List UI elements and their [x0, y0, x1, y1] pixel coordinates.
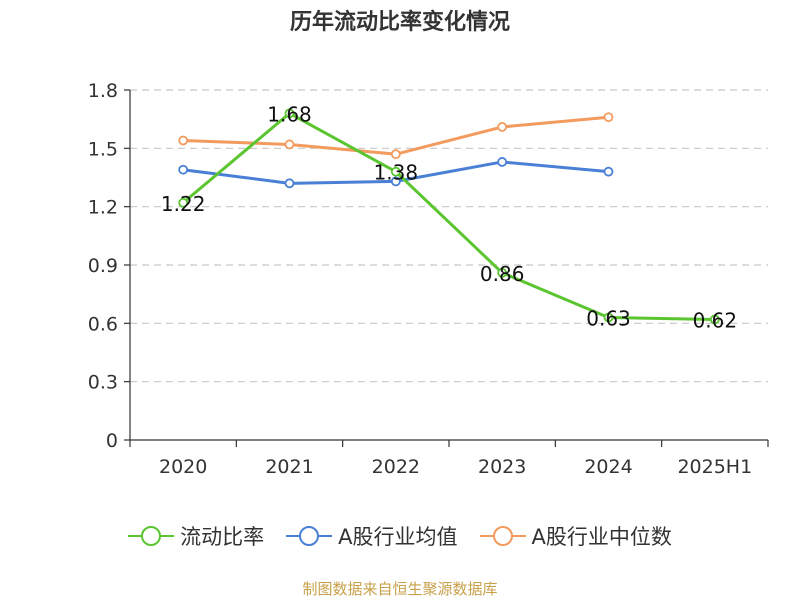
legend-item-1[interactable]: A股行业均值 — [286, 521, 458, 551]
data-point-2 — [603, 112, 614, 123]
data-point-2 — [497, 122, 508, 132]
data-point-2 — [284, 139, 295, 150]
data-point-1 — [603, 166, 614, 177]
legend-swatch-icon — [128, 526, 175, 546]
y-tick-label: 0.9 — [88, 255, 118, 277]
data-point-1 — [497, 157, 508, 167]
source-note: 制图数据来自恒生聚源数据库 — [302, 580, 498, 598]
data-label: 1.22 — [161, 192, 206, 216]
data-label: 1.68 — [267, 102, 312, 126]
legend-item-2[interactable]: A股行业中位数 — [479, 521, 672, 551]
data-label: 0.63 — [586, 307, 631, 331]
legend-item-0[interactable]: 流动比率 — [128, 521, 264, 551]
data-point-2 — [178, 135, 189, 146]
data-point-1 — [178, 164, 189, 175]
data-point-2 — [390, 149, 401, 160]
y-tick-label: 1.2 — [88, 197, 118, 219]
y-tick-label: 1.8 — [88, 80, 118, 102]
data-point-0 — [390, 166, 401, 177]
data-point-1 — [390, 176, 401, 187]
grid-lines — [130, 89, 768, 383]
data-point-0 — [497, 267, 508, 278]
chart-title: 历年流动比率变化情况 — [289, 10, 510, 35]
axes: 0 0.3 0.6 0.9 1.2 1.5 1.8 2020 2021 2022 2023 2024 2… — [88, 80, 769, 478]
data-label: 0.62 — [693, 308, 738, 332]
y-tick-label: 1.5 — [88, 138, 118, 160]
x-tick-label: 2020 — [159, 456, 207, 478]
x-tick-label: 2021 — [265, 456, 313, 478]
x-tick-label: 2023 — [478, 456, 526, 478]
data-point-1 — [284, 178, 295, 189]
series-line-0 — [182, 111, 715, 321]
legend-swatch-icon — [286, 526, 333, 546]
y-tick-label: 0.3 — [88, 372, 118, 394]
legend: 流动比率 A股行业均值 A股行业中位数 — [0, 520, 800, 552]
x-tick-label: 2025H1 — [677, 456, 752, 478]
series-lines — [178, 108, 720, 325]
legend-label: A股行业均值 — [338, 525, 458, 549]
data-point-0 — [709, 314, 720, 325]
legend-label: 流动比率 — [180, 525, 265, 549]
x-tick-label: 2022 — [372, 456, 420, 478]
data-point-0 — [284, 108, 295, 119]
x-tick-label: 2024 — [584, 456, 632, 478]
data-label: 1.38 — [374, 161, 419, 185]
data-labels: 1.22 1.68 1.38 0.86 0.63 0.62 — [161, 102, 737, 332]
data-label: 0.86 — [480, 262, 525, 286]
y-tick-label: 0 — [106, 430, 118, 452]
legend-swatch-icon — [479, 526, 526, 546]
data-point-0 — [603, 312, 614, 323]
data-point-0 — [178, 197, 189, 208]
legend-label: A股行业中位数 — [531, 525, 672, 549]
y-tick-label: 0.6 — [88, 313, 118, 335]
